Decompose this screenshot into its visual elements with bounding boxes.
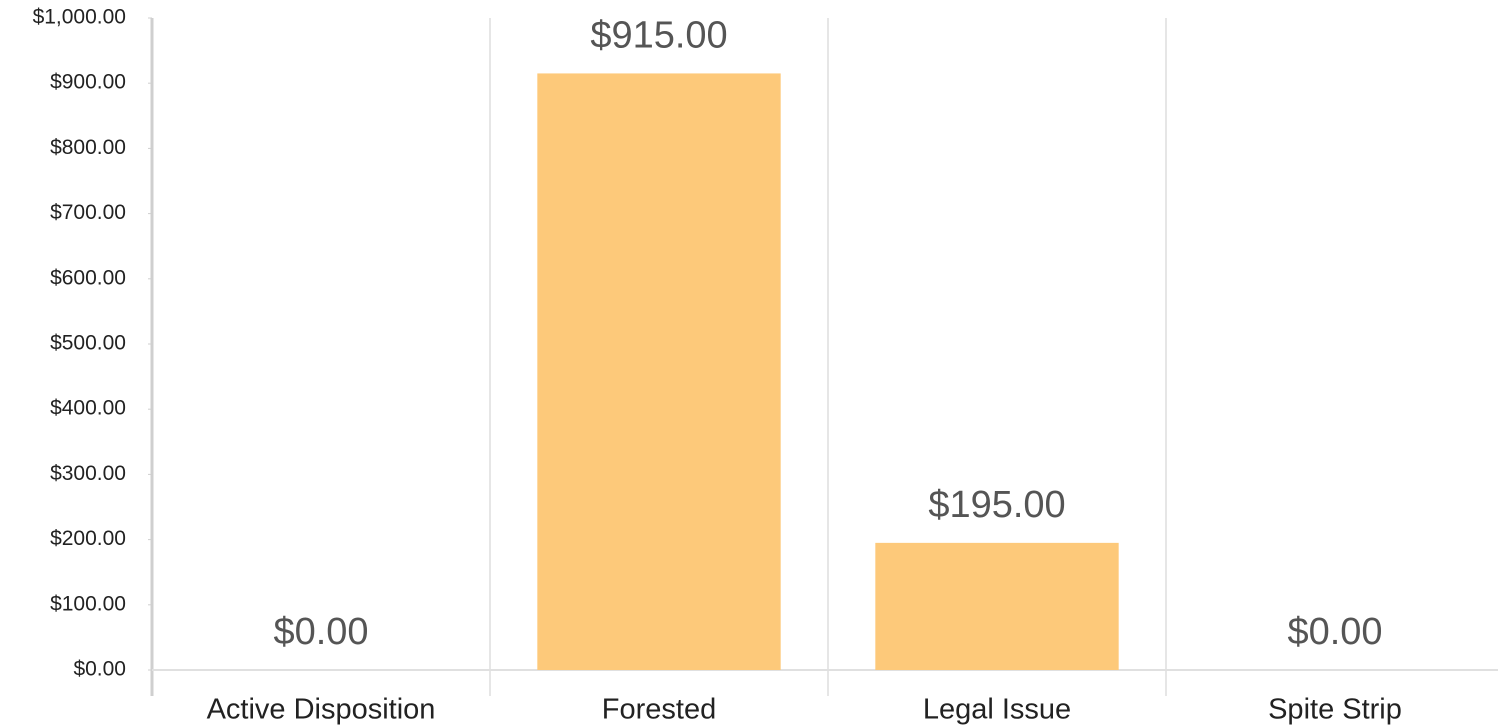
y-tick-label: $500.00 [50, 332, 126, 355]
bar [875, 542, 1119, 670]
y-tick-label: $300.00 [50, 462, 126, 485]
value-label: $915.00 [590, 14, 727, 56]
value-label: $0.00 [273, 611, 368, 653]
y-tick-label: $900.00 [50, 71, 126, 94]
y-tick-label: $600.00 [50, 266, 126, 289]
bar [537, 73, 781, 671]
y-tick-label: $1,000.00 [33, 6, 126, 29]
y-tick-label: $800.00 [50, 136, 126, 159]
x-tick-label: Active Disposition [207, 694, 436, 726]
y-tick-label: $0.00 [73, 658, 126, 681]
value-label: $0.00 [1287, 611, 1382, 653]
x-tick-label: Legal Issue [923, 694, 1071, 726]
x-tick-label: Spite Strip [1268, 694, 1402, 726]
value-label: $195.00 [928, 484, 1065, 526]
y-tick-label: $200.00 [50, 527, 126, 550]
x-tick-label: Forested [602, 694, 716, 726]
y-tick-label: $400.00 [50, 397, 126, 420]
y-tick-label: $700.00 [50, 201, 126, 224]
y-tick-label: $100.00 [50, 592, 126, 615]
